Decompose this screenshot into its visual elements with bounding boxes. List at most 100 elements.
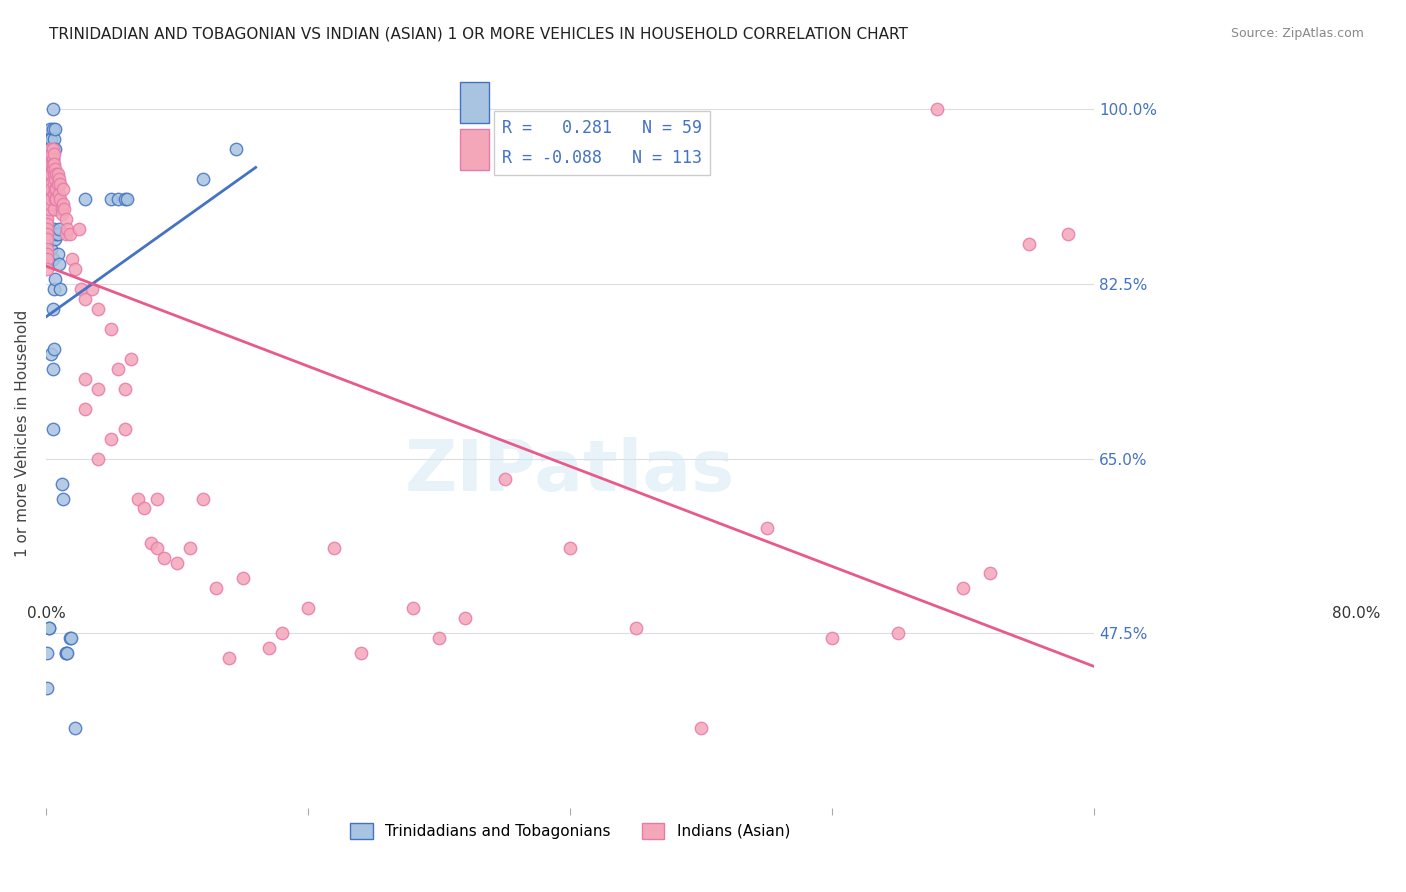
Point <box>166 557 188 571</box>
Point <box>41 103 63 117</box>
Point <box>59 631 82 645</box>
Text: 0.0%: 0.0% <box>27 606 65 621</box>
Point <box>624 621 647 635</box>
Point <box>42 167 65 181</box>
Point <box>39 147 62 161</box>
Point <box>37 217 59 231</box>
Point <box>37 252 59 266</box>
Point <box>67 222 90 236</box>
Point <box>44 202 66 217</box>
Point <box>38 192 60 206</box>
Point <box>46 227 69 242</box>
Point <box>44 232 66 246</box>
Point <box>1018 237 1040 252</box>
Point <box>349 646 371 660</box>
Point <box>42 197 65 211</box>
Point <box>39 182 62 196</box>
Point <box>127 491 149 506</box>
Point <box>41 252 63 266</box>
Point <box>80 282 103 296</box>
Point <box>179 541 201 556</box>
Point <box>44 272 66 286</box>
Point <box>225 142 247 156</box>
Point <box>51 207 73 221</box>
Point <box>46 167 69 181</box>
Point <box>193 172 215 186</box>
Text: Source: ZipAtlas.com: Source: ZipAtlas.com <box>1230 27 1364 40</box>
Point <box>39 132 62 146</box>
Point <box>38 202 60 217</box>
Point <box>45 227 67 242</box>
Text: 80.0%: 80.0% <box>1333 606 1381 621</box>
Point <box>39 157 62 171</box>
Point <box>205 582 228 596</box>
Point <box>37 232 59 246</box>
Point <box>44 122 66 136</box>
Point <box>39 347 62 361</box>
Point <box>41 301 63 316</box>
Point <box>46 247 69 261</box>
Text: R =   0.281   N = 59
R = -0.088   N = 113: R = 0.281 N = 59 R = -0.088 N = 113 <box>502 120 702 167</box>
Point <box>37 242 59 256</box>
Y-axis label: 1 or more Vehicles in Household: 1 or more Vehicles in Household <box>15 310 30 558</box>
Point <box>115 192 138 206</box>
Point <box>952 582 974 596</box>
Point <box>120 351 142 366</box>
Point <box>38 182 60 196</box>
Point <box>41 142 63 156</box>
Point <box>39 242 62 256</box>
Point <box>37 192 59 206</box>
Point <box>42 187 65 202</box>
Point <box>75 372 97 386</box>
Point <box>100 432 122 446</box>
Point <box>114 382 136 396</box>
Point <box>979 566 1001 581</box>
Point <box>63 262 86 277</box>
Point <box>38 178 60 192</box>
Point <box>46 178 69 192</box>
Point <box>48 187 70 202</box>
Point <box>42 282 65 296</box>
Point <box>38 187 60 202</box>
Point <box>323 541 346 556</box>
Point <box>38 132 60 146</box>
Point <box>139 536 162 550</box>
Point <box>41 182 63 196</box>
Point <box>297 601 319 615</box>
Point <box>114 192 136 206</box>
Point <box>257 641 280 656</box>
Point <box>37 262 59 277</box>
Point <box>887 626 910 640</box>
Point <box>45 182 67 196</box>
Point <box>41 361 63 376</box>
Point <box>107 361 129 376</box>
Point <box>42 167 65 181</box>
Point <box>87 301 110 316</box>
Point <box>42 178 65 192</box>
Point <box>134 501 156 516</box>
Point <box>55 646 77 660</box>
Point <box>45 167 67 181</box>
Point <box>53 202 76 217</box>
Point <box>44 142 66 156</box>
Point <box>55 646 77 660</box>
Point <box>42 147 65 161</box>
Point <box>38 178 60 192</box>
Point <box>1057 227 1080 242</box>
Point <box>755 521 778 535</box>
Bar <box>460 129 489 170</box>
Point <box>39 142 62 156</box>
Point <box>37 207 59 221</box>
Point <box>38 182 60 196</box>
Text: TRINIDADIAN AND TOBAGONIAN VS INDIAN (ASIAN) 1 OR MORE VEHICLES IN HOUSEHOLD COR: TRINIDADIAN AND TOBAGONIAN VS INDIAN (AS… <box>49 27 908 42</box>
Point <box>821 631 844 645</box>
Point <box>38 197 60 211</box>
Point <box>48 222 70 236</box>
Point <box>42 202 65 217</box>
Point <box>52 182 75 196</box>
Point <box>75 401 97 416</box>
Point <box>39 172 62 186</box>
Point <box>49 192 72 206</box>
Text: ZIPatlas: ZIPatlas <box>405 436 735 506</box>
Point <box>42 172 65 186</box>
